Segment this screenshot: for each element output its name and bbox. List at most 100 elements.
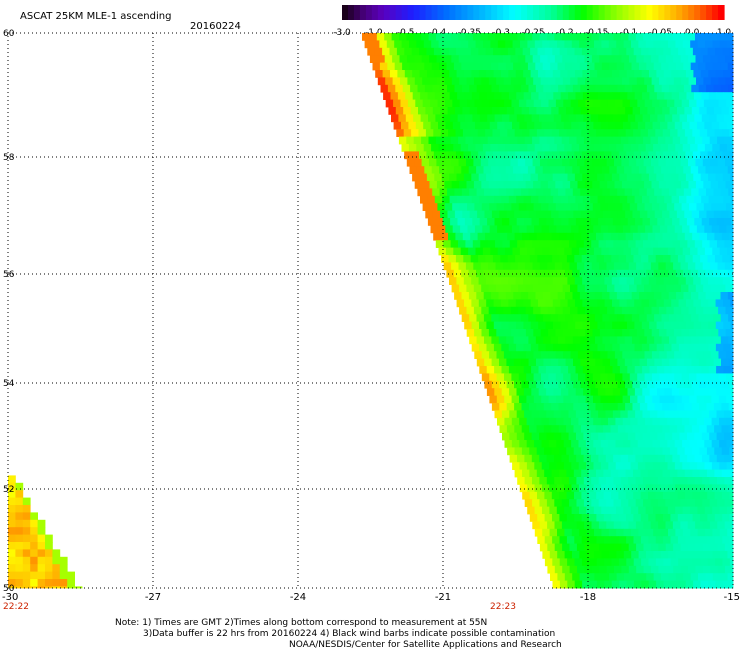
swath-cell <box>727 292 734 300</box>
swath-cell <box>711 373 719 382</box>
swath-cell <box>533 77 541 86</box>
swath-cell <box>544 469 552 478</box>
swath-cell <box>705 40 713 49</box>
swath-cell <box>560 173 568 182</box>
swath-cell <box>628 477 636 485</box>
swath-cell <box>671 277 679 285</box>
swath-cell <box>661 358 670 367</box>
swath-cell <box>718 329 727 337</box>
swath-cell <box>536 210 545 219</box>
colorbar-swatch <box>467 5 474 20</box>
swath-cell <box>541 225 550 234</box>
swath-cell <box>467 121 476 130</box>
swath-cell <box>724 521 733 530</box>
swath-cell <box>436 55 445 63</box>
swath-cell <box>681 351 690 359</box>
swath-cell <box>608 144 617 152</box>
swath-cell <box>609 314 618 322</box>
swath-cell <box>553 366 562 374</box>
swath-cell <box>527 166 536 174</box>
swath-cell <box>589 47 598 56</box>
colorbar-swatch <box>359 5 367 20</box>
swath-cell <box>499 129 508 137</box>
swath-cell <box>558 380 567 389</box>
swath-cell <box>497 417 505 426</box>
swath-cell <box>559 255 568 263</box>
swath-cell <box>604 277 613 285</box>
swath-cell <box>628 33 637 41</box>
swath-cell <box>626 47 635 56</box>
swath-cell <box>641 70 650 78</box>
swath-cell <box>694 136 703 145</box>
swath-cell <box>598 218 606 226</box>
swath-cell <box>662 107 670 115</box>
swath-cell <box>717 262 726 271</box>
swath-cell <box>599 55 608 63</box>
swath-cell <box>685 491 693 500</box>
swath-cell <box>687 477 696 485</box>
swath-cell <box>688 77 697 86</box>
swath-cell <box>392 55 400 63</box>
swath-cell <box>681 203 690 211</box>
swath-cell <box>466 77 475 86</box>
swath-cell <box>537 151 546 160</box>
colorbar-swatch <box>610 5 618 20</box>
swath-cell <box>679 366 687 374</box>
swath-cell <box>30 579 38 587</box>
swath-cell <box>601 40 610 49</box>
swath-cell <box>730 366 734 374</box>
swath-cell <box>545 299 554 308</box>
swath-cell <box>670 469 678 478</box>
swath-cell <box>469 188 477 197</box>
swath-cell <box>493 47 501 56</box>
swath-cell <box>492 255 501 263</box>
swath-cell <box>411 129 419 137</box>
swath-cell <box>506 107 515 115</box>
swath-cell <box>701 195 709 204</box>
swath-cell <box>554 240 562 248</box>
swath-cell <box>609 573 617 581</box>
swath-cell <box>579 506 587 515</box>
swath-cell <box>595 403 604 411</box>
swath-cell <box>626 70 635 78</box>
swath-cell <box>578 440 587 448</box>
swath-cell <box>593 417 601 426</box>
swath-cell <box>621 55 630 63</box>
swath-cell <box>521 403 530 411</box>
swath-cell <box>527 506 535 515</box>
swath-cell <box>436 33 444 41</box>
swath-cell <box>544 447 552 456</box>
swath-cell <box>691 314 699 322</box>
swath-cell <box>667 144 676 152</box>
swath-cell <box>717 565 726 574</box>
swath-cell <box>708 388 717 396</box>
swath-cell <box>514 232 523 241</box>
swath-cell <box>519 247 528 256</box>
swath-cell <box>618 514 627 522</box>
swath-cell <box>591 477 599 485</box>
swath-cell <box>397 70 406 78</box>
swath-cell <box>699 491 708 500</box>
swath-cell <box>451 262 459 271</box>
swath-cell <box>644 99 653 108</box>
swath-cell <box>455 232 464 241</box>
swath-cell <box>615 203 623 211</box>
swath-cell <box>405 114 414 123</box>
swath-cell <box>617 84 626 93</box>
swath-cell <box>594 528 602 537</box>
swath-cell <box>507 151 516 160</box>
swath-cell <box>450 240 459 248</box>
swath-cell <box>530 321 539 330</box>
swath-cell <box>608 440 616 448</box>
swath-cell <box>507 255 516 263</box>
swath-cell <box>572 188 581 197</box>
swath-cell <box>595 447 604 456</box>
swath-cell <box>441 70 450 78</box>
swath-cell <box>605 454 614 463</box>
swath-cell <box>616 292 625 300</box>
swath-cell <box>589 173 598 182</box>
swath-cell <box>496 99 505 108</box>
swath-cell <box>520 314 529 322</box>
swath-cell <box>705 166 714 174</box>
swath-cell <box>453 40 462 49</box>
